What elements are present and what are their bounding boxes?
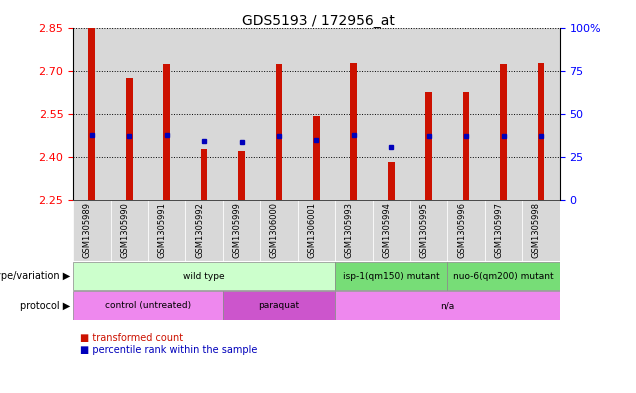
Bar	[73, 200, 111, 261]
Bar	[447, 200, 485, 261]
Text: ■ transformed count: ■ transformed count	[80, 333, 183, 343]
Bar	[522, 28, 560, 200]
Bar	[298, 28, 335, 200]
Bar	[410, 28, 447, 200]
Text: GSM1305999: GSM1305999	[233, 202, 242, 258]
Bar	[522, 200, 560, 261]
Bar	[275, 64, 282, 200]
Text: GSM1305992: GSM1305992	[195, 202, 204, 258]
Bar	[447, 262, 560, 290]
Bar	[223, 28, 260, 200]
Text: control (untreated): control (untreated)	[105, 301, 191, 310]
Bar	[111, 200, 148, 261]
Text: GSM1305990: GSM1305990	[120, 202, 129, 258]
Bar	[186, 28, 223, 200]
Bar	[260, 28, 298, 200]
Bar	[148, 200, 186, 261]
Text: GSM1305997: GSM1305997	[495, 202, 504, 258]
Bar	[485, 28, 522, 200]
Text: ■ percentile rank within the sample: ■ percentile rank within the sample	[80, 345, 257, 355]
Bar	[260, 200, 298, 261]
Bar	[148, 28, 186, 200]
Bar	[88, 28, 95, 200]
Text: GSM1305998: GSM1305998	[532, 202, 541, 258]
Text: nuo-6(qm200) mutant: nuo-6(qm200) mutant	[453, 272, 554, 281]
Bar	[298, 200, 335, 261]
Bar	[73, 28, 111, 200]
Text: GSM1305991: GSM1305991	[158, 202, 167, 258]
Bar	[223, 292, 335, 320]
Bar	[485, 200, 522, 261]
Text: GSM1305996: GSM1305996	[457, 202, 466, 258]
Text: GSM1306000: GSM1306000	[270, 202, 279, 258]
Bar	[201, 149, 207, 200]
Bar	[238, 151, 245, 200]
Text: protocol ▶: protocol ▶	[20, 301, 70, 310]
Text: isp-1(qm150) mutant: isp-1(qm150) mutant	[343, 272, 439, 281]
Bar	[350, 63, 357, 200]
Text: n/a: n/a	[440, 301, 455, 310]
Bar	[388, 162, 394, 200]
Bar	[537, 63, 544, 200]
Bar	[223, 200, 260, 261]
Bar	[463, 92, 469, 200]
Text: GDS5193 / 172956_at: GDS5193 / 172956_at	[242, 14, 394, 28]
Bar	[186, 200, 223, 261]
Bar	[335, 200, 373, 261]
Bar	[500, 64, 507, 200]
Bar	[73, 292, 223, 320]
Text: genotype/variation ▶: genotype/variation ▶	[0, 271, 70, 281]
Bar	[447, 28, 485, 200]
Bar	[335, 292, 560, 320]
Bar	[373, 28, 410, 200]
Bar	[126, 78, 133, 200]
Text: GSM1305993: GSM1305993	[345, 202, 354, 258]
Bar	[373, 200, 410, 261]
Bar	[335, 262, 447, 290]
Text: GSM1305989: GSM1305989	[83, 202, 92, 258]
Bar	[313, 116, 320, 200]
Text: wild type: wild type	[183, 272, 225, 281]
Bar	[425, 92, 432, 200]
Bar	[163, 64, 170, 200]
Text: GSM1305995: GSM1305995	[420, 202, 429, 258]
Text: paraquat: paraquat	[258, 301, 300, 310]
Bar	[335, 28, 373, 200]
Bar	[73, 262, 335, 290]
Text: GSM1305994: GSM1305994	[382, 202, 391, 258]
Bar	[111, 28, 148, 200]
Bar	[410, 200, 447, 261]
Text: GSM1306001: GSM1306001	[307, 202, 317, 258]
